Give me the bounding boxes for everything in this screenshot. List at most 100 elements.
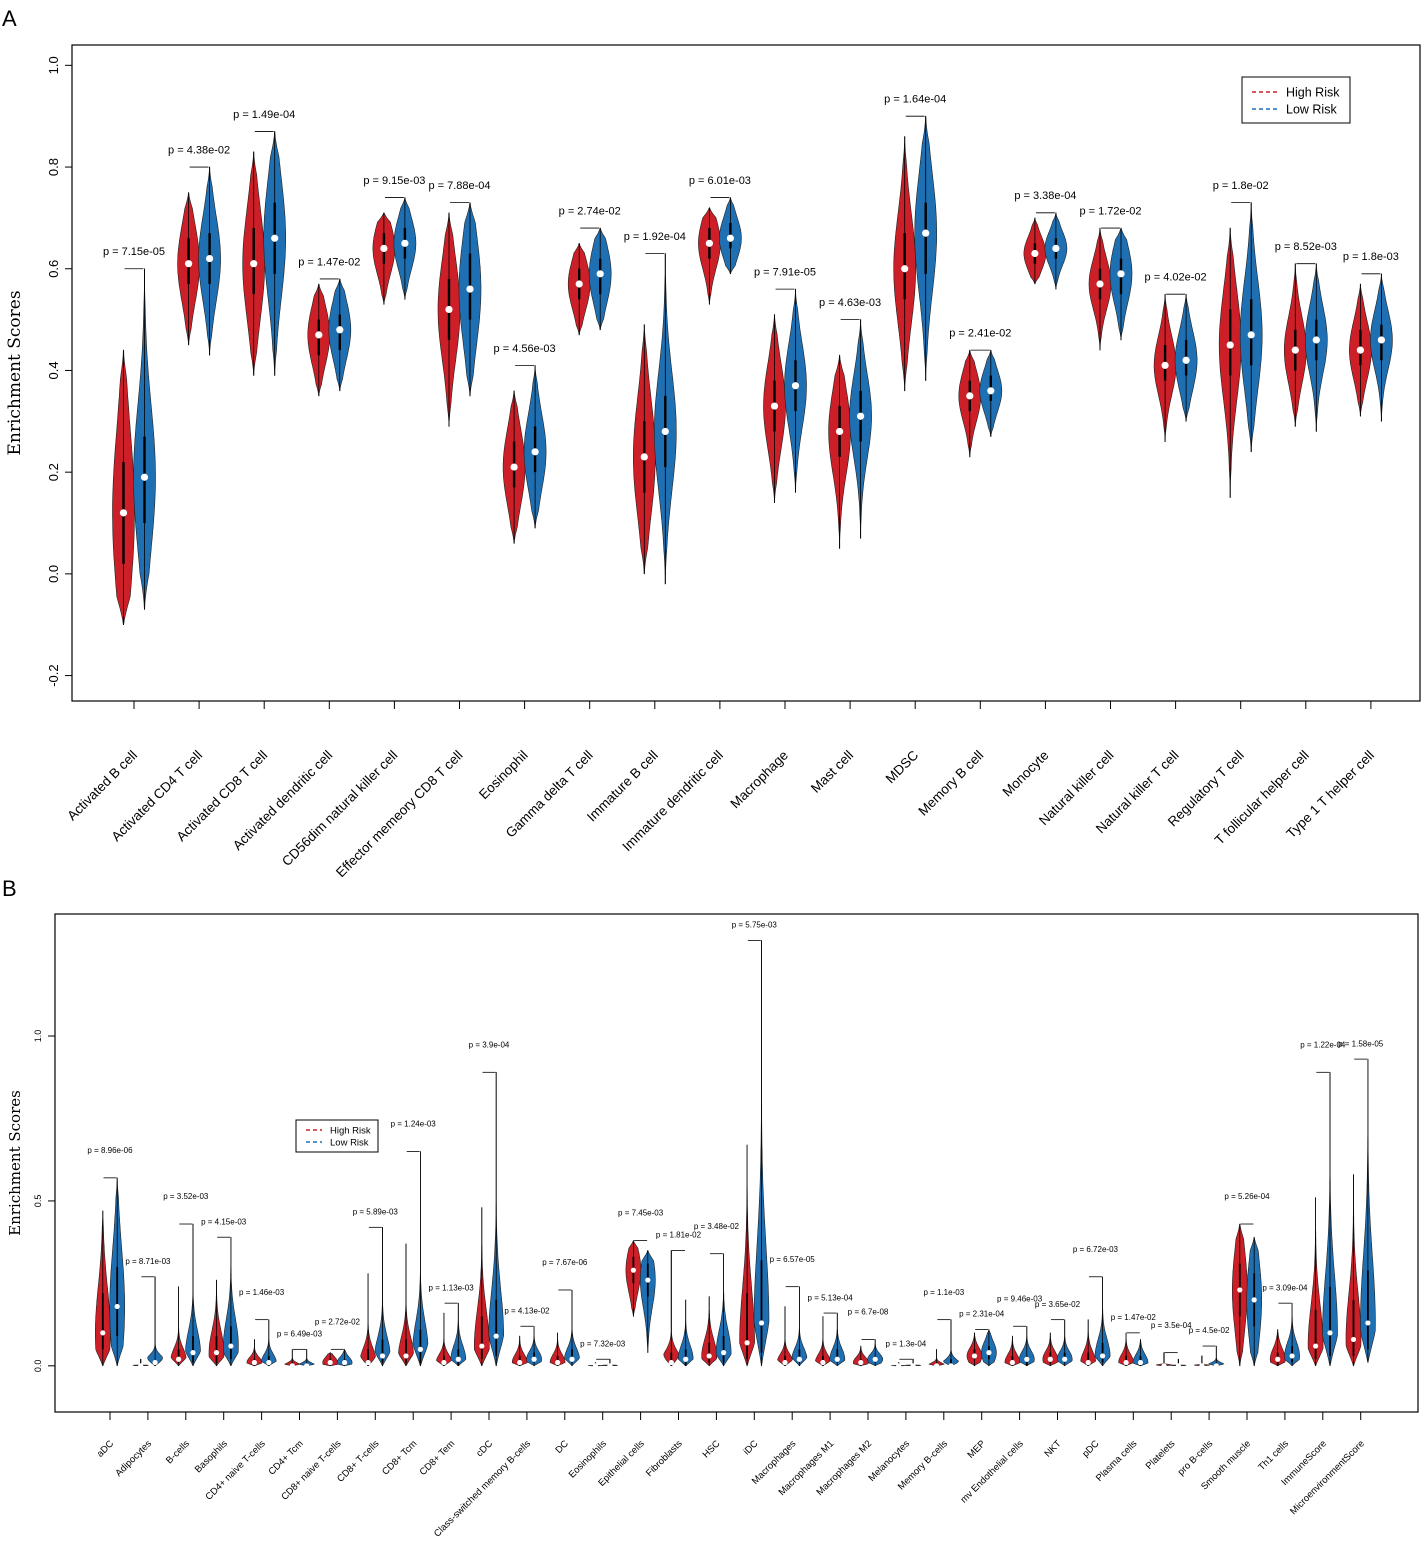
violin-pair: p = 6.72e-03 pDC: [1073, 1245, 1119, 1460]
violin-pair: p = 3.5e-04 Platelets: [1144, 1321, 1192, 1472]
x-category-label: Mast cell: [808, 748, 856, 796]
p-value-label: p = 1.64e-04: [884, 94, 946, 106]
high-risk-median: [592, 1363, 599, 1369]
low-risk-median: [140, 473, 149, 481]
p-value-label: p = 5.75e-03: [732, 921, 778, 930]
low-risk-median: [910, 1363, 916, 1369]
high-risk-median: [668, 1359, 674, 1366]
low-risk-median: [228, 1343, 234, 1349]
low-risk-median: [493, 1333, 499, 1339]
high-risk-median: [380, 244, 388, 253]
violin-pair: p = 1.24e-03 CD8+ Tcm: [380, 1120, 436, 1478]
p-value-label: p = 1.92e-04: [624, 231, 686, 243]
p-value-label: p = 6.72e-03: [1073, 1245, 1119, 1254]
high-risk-median: [901, 265, 909, 273]
high-risk-median: [1291, 346, 1299, 354]
low-risk-median: [1117, 270, 1125, 278]
high-risk-median: [1047, 1356, 1053, 1362]
high-risk-median: [517, 1359, 523, 1366]
p-value-label: p = 2.74e-02: [559, 205, 621, 217]
panel-letter-b: B: [2, 876, 17, 901]
legend-low-risk-label: Low Risk: [330, 1137, 369, 1148]
low-risk-median: [455, 1356, 461, 1362]
p-value-label: p = 3.09e-04: [1262, 1283, 1308, 1292]
high-risk-median: [640, 453, 648, 461]
high-risk-median: [1226, 341, 1234, 349]
low-risk-median: [726, 234, 735, 242]
violin-pair: p = 8.96e-06 aDC: [87, 1146, 133, 1460]
p-value-label: p = 8.71e-03: [125, 1257, 171, 1266]
p-value-label: p = 9.46e-03: [997, 1294, 1043, 1303]
p-value-label: p = 1.47e-02: [298, 256, 360, 268]
p-value-label: p = 4.02e-02: [1145, 272, 1207, 284]
legend-high-risk-label: High Risk: [330, 1125, 371, 1136]
y-tick-label: 0.8: [46, 158, 61, 176]
violin-pair: p = 5.75e-03 iDC: [732, 921, 778, 1458]
low-risk-median: [304, 1363, 310, 1369]
x-category-label: DC: [553, 1438, 571, 1456]
p-value-label: p = 1.46e-03: [239, 1288, 285, 1297]
p-value-label: p = 6.01e-03: [689, 175, 751, 187]
panel-a-violin-chart: -0.2 0.0 0.2 0.4 0.6 0.8 1.0 Enrichment Scores p…: [5, 44, 1421, 880]
legend-high-risk-label: High Risk: [1286, 85, 1340, 99]
low-risk-median: [1100, 1353, 1106, 1359]
x-category-label: MicroenvironmentScore: [1288, 1438, 1367, 1517]
low-risk-median: [1062, 1356, 1068, 1362]
p-value-label: p = 1.1e-03: [923, 1288, 964, 1297]
high-risk-median: [138, 1363, 144, 1369]
p-value-label: p = 5.13e-04: [808, 1293, 854, 1302]
y-tick-label: 0.5: [33, 1195, 43, 1208]
high-risk-median: [1161, 1363, 1167, 1369]
x-category-label: MEP: [965, 1438, 987, 1460]
low-risk-median: [206, 254, 214, 263]
p-value-label: p = 4.63e-03: [819, 297, 881, 309]
p-value-label: p = 4.38e-02: [168, 144, 230, 156]
low-risk-median: [683, 1356, 689, 1362]
p-value-label: p = 5.26e-04: [1224, 1192, 1270, 1201]
low-risk-median: [1052, 244, 1060, 253]
high-risk-median: [100, 1330, 106, 1336]
high-risk-median: [1096, 280, 1104, 288]
p-value-label: p = 1.72e-02: [1079, 205, 1141, 217]
p-value-label: p = 1.58e-05: [1338, 1039, 1384, 1048]
p-value-label: p = 4.56e-03: [494, 343, 556, 355]
y-tick-label: 0.0: [46, 565, 61, 583]
x-category-label: CD8+ Tem: [418, 1438, 458, 1478]
high-risk-median: [403, 1353, 409, 1359]
p-value-label: p = 7.91e-05: [754, 266, 816, 278]
x-category-label: NKT: [1042, 1438, 1063, 1459]
low-risk-median: [1175, 1363, 1181, 1369]
p-value-label: p = 3.48e-02: [694, 1222, 740, 1231]
p-value-label: p = 7.88e-04: [428, 180, 490, 192]
p-value-label: p = 3.9e-04: [469, 1041, 510, 1050]
p-value-label: p = 1.22e-04: [1300, 1041, 1346, 1050]
high-risk-median: [327, 1359, 333, 1366]
violin-pair: p = 3.48e-02 HSC: [694, 1222, 740, 1460]
low-risk-median: [1137, 1359, 1144, 1366]
violin-pair: p = 9.15e-03 CD56dim natural killer cell: [279, 175, 425, 869]
high-risk-median: [744, 1340, 750, 1346]
violin-pair: p = 1.64e-04 MDSC: [883, 94, 947, 787]
p-value-label: p = 4.13e-02: [504, 1306, 550, 1315]
high-risk-median: [706, 1353, 712, 1359]
low-risk-median: [607, 1363, 613, 1369]
y-tick-label: 0.2: [46, 463, 61, 481]
low-risk-median: [1213, 1363, 1219, 1369]
high-risk-median: [365, 1359, 371, 1366]
high-risk-median: [966, 392, 974, 400]
p-value-label: p = 7.45e-03: [618, 1209, 664, 1218]
low-risk-median: [661, 427, 669, 436]
high-risk-median: [1031, 249, 1039, 258]
violin-pair: p = 3.52e-03 B-cells: [163, 1192, 209, 1466]
high-risk-median: [1275, 1356, 1281, 1362]
x-category-label: Macrophage: [727, 748, 791, 812]
x-category-label: mv Endothelial cells: [959, 1438, 1026, 1505]
y-tick-label: 0.6: [46, 260, 61, 278]
low-risk-median: [401, 239, 409, 247]
